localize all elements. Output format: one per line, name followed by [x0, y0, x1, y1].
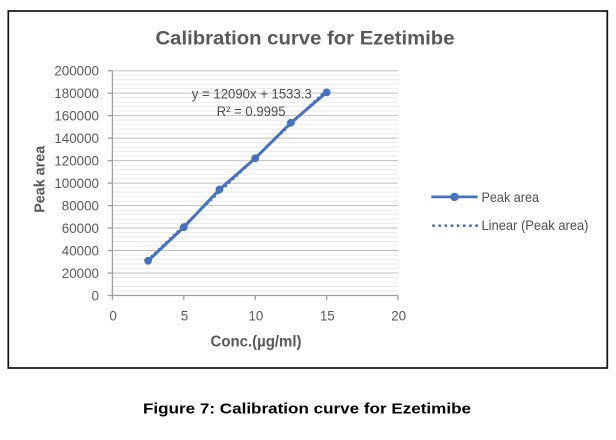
- svg-text:5: 5: [181, 308, 188, 323]
- svg-text:120000: 120000: [54, 153, 99, 168]
- svg-text:100000: 100000: [54, 176, 99, 191]
- svg-text:60000: 60000: [62, 221, 99, 236]
- svg-text:R² = 0.9995: R² = 0.9995: [217, 104, 286, 119]
- svg-text:Linear (Peak area): Linear (Peak area): [482, 218, 589, 233]
- svg-text:15: 15: [320, 308, 335, 323]
- svg-text:20000: 20000: [62, 266, 99, 281]
- svg-text:160000: 160000: [54, 108, 99, 123]
- svg-text:Conc.(µg/ml): Conc.(µg/ml): [211, 334, 302, 351]
- svg-text:Calibration curve for Ezetimib: Calibration curve for Ezetimibe: [156, 28, 455, 50]
- svg-text:0: 0: [109, 308, 116, 323]
- svg-text:180000: 180000: [54, 86, 99, 101]
- svg-text:20: 20: [391, 308, 406, 323]
- svg-text:10: 10: [248, 308, 263, 323]
- svg-text:Peak area: Peak area: [32, 145, 49, 213]
- svg-text:80000: 80000: [62, 198, 99, 213]
- svg-text:140000: 140000: [54, 131, 99, 146]
- svg-text:Peak area: Peak area: [482, 190, 540, 205]
- svg-text:40000: 40000: [62, 243, 99, 258]
- svg-text:200000: 200000: [54, 64, 99, 79]
- svg-text:Figure 7: Calibration curve fo: Figure 7: Calibration curve for Ezetimib…: [143, 401, 471, 418]
- svg-text:y = 12090x + 1533.3: y = 12090x + 1533.3: [192, 87, 312, 102]
- svg-text:0: 0: [92, 288, 99, 303]
